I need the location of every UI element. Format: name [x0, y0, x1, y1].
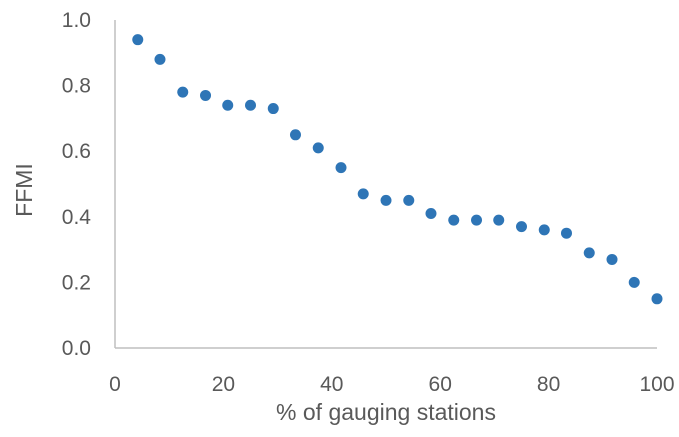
data-point	[560, 227, 572, 239]
data-point	[380, 194, 392, 206]
data-points-layer	[132, 34, 663, 305]
y-tick-label: 0.0	[62, 337, 91, 360]
data-point	[357, 188, 369, 200]
y-tick-label: 0.6	[62, 140, 91, 163]
tick-labels-layer: 0 20 40 60 80 100 0.0 0.2 0.4 0.6 0.8 1.0	[62, 9, 675, 396]
data-point	[154, 53, 166, 65]
x-tick-label: 80	[537, 373, 560, 396]
data-point	[312, 142, 324, 154]
x-axis-label: % of gauging stations	[276, 399, 496, 425]
data-point	[403, 194, 415, 206]
data-point	[538, 224, 550, 236]
data-point	[222, 99, 234, 111]
data-point	[200, 89, 212, 101]
x-tick-label: 40	[320, 373, 343, 396]
data-point	[471, 214, 483, 226]
data-point	[493, 214, 505, 226]
y-tick-label: 1.0	[62, 9, 91, 32]
data-point	[516, 221, 527, 233]
data-point	[132, 34, 144, 46]
data-point	[267, 103, 279, 115]
x-tick-label: 20	[212, 373, 235, 396]
y-tick-label: 0.4	[62, 206, 92, 229]
y-axis-label: FFMI	[11, 163, 37, 217]
x-tick-label: 100	[639, 373, 674, 396]
data-point	[425, 208, 437, 220]
data-point	[177, 86, 189, 98]
x-tick-label: 0	[109, 373, 121, 396]
data-point	[289, 129, 301, 141]
y-tick-label: 0.2	[62, 271, 91, 294]
data-point	[335, 162, 347, 174]
data-point	[606, 253, 618, 265]
data-point	[651, 293, 663, 305]
data-point	[448, 214, 460, 226]
y-tick-label: 0.8	[62, 75, 91, 98]
axes-layer	[114, 20, 657, 349]
data-point	[245, 99, 256, 111]
data-point	[583, 247, 595, 259]
data-point	[628, 276, 640, 288]
x-tick-label: 60	[429, 373, 452, 396]
